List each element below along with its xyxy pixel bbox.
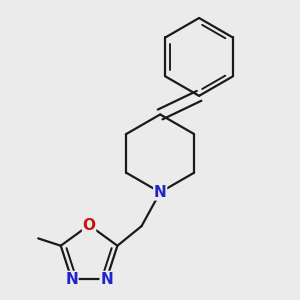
Text: N: N: [154, 185, 167, 200]
Text: N: N: [65, 272, 78, 286]
Text: N: N: [100, 272, 113, 286]
Text: O: O: [82, 218, 96, 232]
